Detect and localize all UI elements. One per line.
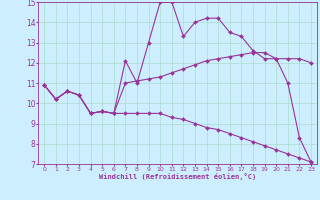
X-axis label: Windchill (Refroidissement éolien,°C): Windchill (Refroidissement éolien,°C) [99,173,256,180]
